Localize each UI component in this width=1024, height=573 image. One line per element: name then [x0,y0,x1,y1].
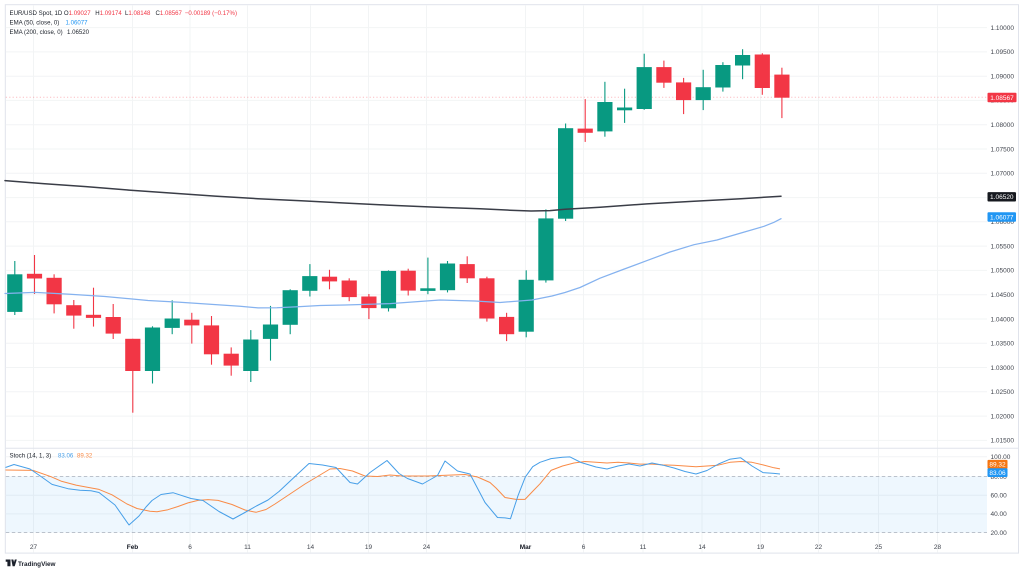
svg-text:1.07000: 1.07000 [991,171,1015,178]
svg-text:40.00: 40.00 [991,511,1008,518]
svg-text:27: 27 [30,544,38,551]
svg-text:22: 22 [815,544,823,551]
svg-text:83.06: 83.06 [58,452,74,459]
svg-text:89.32: 89.32 [989,462,1006,469]
svg-text:1.10000: 1.10000 [991,25,1015,32]
svg-text:19: 19 [365,544,373,551]
svg-text:24: 24 [423,544,431,551]
svg-text:Mar: Mar [520,544,532,551]
svg-text:60.00: 60.00 [991,493,1008,500]
svg-text:28: 28 [934,544,942,551]
svg-text:1.06077: 1.06077 [66,19,89,26]
svg-text:EMA (200, close, 0): EMA (200, close, 0) [10,29,63,36]
svg-text:1.04000: 1.04000 [991,316,1015,323]
svg-text:1.08000: 1.08000 [991,122,1015,129]
svg-text:O1.09027: O1.09027 [64,10,91,17]
svg-text:19: 19 [757,544,765,551]
svg-text:1.06520: 1.06520 [990,194,1014,201]
svg-text:1.02500: 1.02500 [991,389,1015,396]
svg-text:EUR/USD Spot, 1D: EUR/USD Spot, 1D [10,10,63,17]
svg-text:Stoch (14, 1, 3): Stoch (14, 1, 3) [10,452,52,459]
svg-text:6: 6 [188,544,192,551]
svg-text:1.06077: 1.06077 [990,214,1014,221]
svg-text:H1.09174: H1.09174 [95,10,122,17]
svg-text:L1.08148: L1.08148 [125,10,151,17]
svg-text:1.08567: 1.08567 [990,95,1014,102]
svg-text:1.05000: 1.05000 [991,268,1015,275]
svg-text:1.06520: 1.06520 [67,29,90,36]
svg-text:TradingView: TradingView [18,561,56,568]
svg-text:83.06: 83.06 [989,470,1006,477]
svg-text:Feb: Feb [127,544,139,551]
svg-text:−0.00189 (−0.17%): −0.00189 (−0.17%) [185,10,237,17]
svg-text:1.03000: 1.03000 [991,365,1015,372]
svg-text:11: 11 [244,544,251,551]
svg-text:14: 14 [698,544,706,551]
svg-text:89.32: 89.32 [77,452,93,459]
svg-text:1.04500: 1.04500 [991,292,1015,299]
svg-text:80.00: 80.00 [991,474,1008,481]
svg-text:C1.08567: C1.08567 [156,10,183,17]
svg-text:100.00: 100.00 [991,454,1011,461]
svg-text:1.06000: 1.06000 [991,219,1015,226]
svg-text:1.01500: 1.01500 [991,438,1015,445]
svg-text:1.05500: 1.05500 [991,243,1015,250]
svg-text:EMA (50, close, 0): EMA (50, close, 0) [10,19,60,26]
svg-text:1.02000: 1.02000 [991,413,1015,420]
svg-text:1.09500: 1.09500 [991,49,1015,56]
svg-text:1.07500: 1.07500 [991,146,1015,153]
svg-text:6: 6 [582,544,586,551]
svg-text:20.00: 20.00 [991,530,1008,537]
svg-text:11: 11 [640,544,647,551]
svg-text:25: 25 [875,544,883,551]
svg-text:1.09000: 1.09000 [991,74,1015,81]
svg-text:14: 14 [307,544,315,551]
svg-text:1.03500: 1.03500 [991,341,1015,348]
